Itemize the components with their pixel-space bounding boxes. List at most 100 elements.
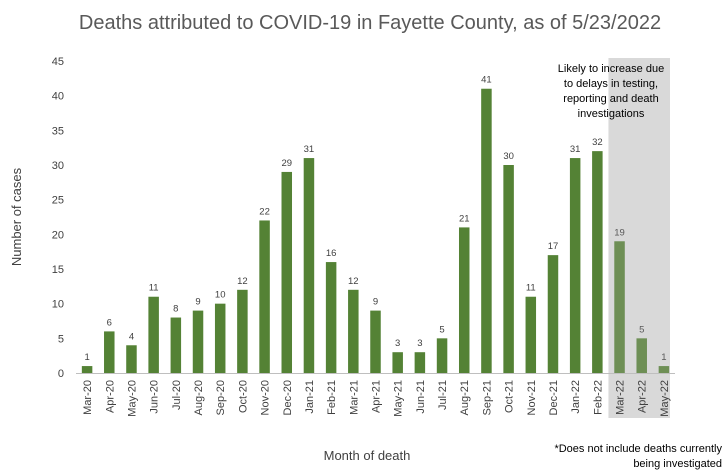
data-label-jan-21: 31 bbox=[304, 144, 315, 155]
bar-dec-20 bbox=[281, 171, 293, 373]
bar-mar-20 bbox=[81, 366, 93, 373]
data-label-dec-20: 29 bbox=[281, 158, 292, 169]
data-label-oct-20: 12 bbox=[237, 276, 248, 287]
bar-nov-21 bbox=[525, 296, 537, 373]
bar-apr-22 bbox=[636, 338, 647, 373]
bar-sep-21 bbox=[481, 88, 492, 373]
data-label-aug-21: 21 bbox=[459, 213, 470, 224]
annotation-line-3: reporting and death bbox=[563, 93, 658, 105]
x-tick-label-mar-21: Mar-21 bbox=[348, 380, 360, 415]
annotation-line-2: to delays in testing, bbox=[564, 78, 658, 90]
bar-jul-21 bbox=[436, 338, 448, 373]
data-label-feb-21: 16 bbox=[326, 248, 337, 259]
data-label-sep-21: 41 bbox=[481, 75, 492, 86]
data-label-nov-21: 11 bbox=[526, 283, 536, 294]
data-label-apr-20: 6 bbox=[107, 317, 112, 328]
x-tick-label-jul-21: Jul-21 bbox=[437, 380, 449, 410]
bar-aug-21 bbox=[458, 227, 470, 373]
data-label-jun-20: 11 bbox=[149, 283, 159, 294]
data-label-mar-21: 12 bbox=[348, 276, 359, 287]
data-label-dec-21: 17 bbox=[548, 241, 559, 252]
data-label-mar-20: 1 bbox=[84, 352, 89, 363]
x-tick-label-apr-21: Apr-21 bbox=[371, 380, 383, 413]
bar-nov-20 bbox=[259, 220, 270, 373]
y-tick-label: 30 bbox=[52, 160, 64, 172]
x-tick-labels: Mar-20 Apr-20 May-20 Jun-20 Jul-20 Aug-20 Sep-… bbox=[82, 380, 671, 417]
y-tick-label: 40 bbox=[52, 91, 64, 103]
data-label-apr-22: 5 bbox=[639, 324, 644, 335]
x-tick-label-jan-22: Jan-22 bbox=[570, 380, 582, 414]
x-tick-label-nov-20: Nov-20 bbox=[260, 380, 272, 415]
x-tick-label-feb-21: Feb-21 bbox=[326, 380, 338, 415]
bar-may-21 bbox=[392, 352, 403, 373]
x-tick-label-mar-20: Mar-20 bbox=[82, 380, 94, 415]
x-tick-label-dec-20: Dec-20 bbox=[282, 380, 294, 415]
bar-may-20 bbox=[126, 345, 137, 373]
x-tick-label-dec-21: Dec-21 bbox=[548, 380, 560, 415]
y-tick-label: 15 bbox=[52, 264, 64, 276]
y-tick-label: 35 bbox=[52, 125, 64, 137]
annotation-line-4: investigations bbox=[578, 108, 645, 120]
x-tick-label-aug-20: Aug-20 bbox=[193, 380, 205, 415]
annotation-line-1: Likely to increase due bbox=[558, 63, 664, 75]
y-tick-label: 45 bbox=[52, 56, 64, 68]
data-label-may-20: 4 bbox=[129, 331, 134, 342]
data-label-mar-22: 19 bbox=[614, 227, 625, 238]
x-tick-label-mar-22: Mar-22 bbox=[615, 380, 627, 415]
data-label-aug-20: 9 bbox=[195, 297, 200, 308]
bar-apr-20 bbox=[104, 331, 115, 373]
bar-mar-21 bbox=[348, 289, 359, 373]
x-tick-label-jul-20: Jul-20 bbox=[171, 380, 183, 410]
data-label-jun-21: 3 bbox=[417, 338, 422, 349]
x-tick-label-feb-22: Feb-22 bbox=[592, 380, 604, 415]
x-tick-label-jun-20: Jun-20 bbox=[149, 380, 161, 414]
x-tick-label-apr-22: Apr-22 bbox=[637, 380, 649, 413]
x-tick-label-apr-20: Apr-20 bbox=[104, 380, 116, 413]
x-tick-label-jun-21: Jun-21 bbox=[415, 380, 427, 414]
data-label-jul-21: 5 bbox=[439, 324, 444, 335]
x-tick-label-oct-20: Oct-20 bbox=[237, 380, 249, 413]
x-tick-label-oct-21: Oct-21 bbox=[504, 380, 516, 413]
bar-oct-21 bbox=[503, 165, 514, 373]
data-label-feb-22: 32 bbox=[592, 137, 603, 148]
bar-jul-20 bbox=[170, 317, 182, 373]
bar-apr-21 bbox=[370, 310, 381, 373]
data-label-sep-20: 10 bbox=[215, 290, 226, 301]
y-tick-label: 20 bbox=[52, 229, 64, 241]
x-tick-label-jan-21: Jan-21 bbox=[304, 380, 316, 414]
bars bbox=[81, 88, 670, 373]
x-tick-label-may-20: May-20 bbox=[126, 380, 138, 417]
y-tick-label: 25 bbox=[52, 195, 64, 207]
y-tick-label: 5 bbox=[58, 333, 64, 345]
data-label-apr-21: 9 bbox=[373, 297, 378, 308]
data-label-oct-21: 30 bbox=[503, 151, 514, 162]
bar-sep-20 bbox=[214, 303, 226, 373]
bar-jan-22 bbox=[569, 158, 581, 373]
footnote-line-2: being investigated bbox=[633, 458, 722, 470]
footnote-line-1: *Does not include deaths currently bbox=[554, 443, 722, 455]
y-axis-title: Number of cases bbox=[9, 167, 24, 266]
bar-jun-21 bbox=[414, 352, 426, 373]
y-tick-label: 10 bbox=[52, 299, 64, 311]
x-tick-label-aug-21: Aug-21 bbox=[459, 380, 471, 415]
x-tick-label-sep-21: Sep-21 bbox=[481, 380, 493, 415]
bar-aug-20 bbox=[192, 310, 204, 373]
x-axis-title: Month of death bbox=[324, 448, 411, 463]
bar-jan-21 bbox=[303, 158, 315, 373]
x-tick-label-nov-21: Nov-21 bbox=[526, 380, 538, 415]
bar-mar-22 bbox=[614, 241, 625, 373]
data-label-nov-20: 22 bbox=[259, 206, 270, 217]
data-label-may-21: 3 bbox=[395, 338, 400, 349]
x-tick-label-may-21: May-21 bbox=[393, 380, 405, 417]
bar-feb-22 bbox=[592, 151, 603, 373]
bar-oct-20 bbox=[237, 289, 248, 373]
x-tick-label-sep-20: Sep-20 bbox=[215, 380, 227, 415]
chart-title: Deaths attributed to COVID-19 in Fayette… bbox=[79, 12, 661, 34]
data-label-may-22: 1 bbox=[661, 352, 666, 363]
y-tick-label: 0 bbox=[58, 368, 64, 380]
y-tick-labels: 0 5 10 15 20 25 30 35 40 45 bbox=[52, 56, 64, 380]
data-label-jan-22: 31 bbox=[570, 144, 581, 155]
bar-may-22 bbox=[658, 366, 670, 373]
